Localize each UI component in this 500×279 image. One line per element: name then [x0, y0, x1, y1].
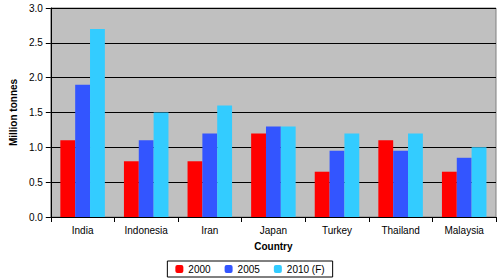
svg-text:2010 (F): 2010 (F): [287, 264, 325, 275]
svg-text:2.0: 2.0: [29, 72, 43, 83]
svg-text:Indonesia: Indonesia: [125, 225, 169, 236]
svg-text:Turkey: Turkey: [322, 225, 352, 236]
svg-text:1.0: 1.0: [29, 142, 43, 153]
svg-text:Million tonnes: Million tonnes: [8, 78, 19, 146]
svg-text:Country: Country: [254, 241, 293, 252]
svg-text:1.5: 1.5: [29, 107, 43, 118]
svg-text:2000: 2000: [188, 264, 211, 275]
svg-text:Thailand: Thailand: [381, 225, 419, 236]
svg-text:Japan: Japan: [260, 225, 287, 236]
svg-text:3.0: 3.0: [29, 3, 43, 14]
svg-text:India: India: [72, 225, 94, 236]
svg-text:2005: 2005: [238, 264, 261, 275]
svg-text:0.5: 0.5: [29, 177, 43, 188]
svg-text:Iran: Iran: [201, 225, 218, 236]
svg-text:0.0: 0.0: [29, 212, 43, 223]
svg-text:2.5: 2.5: [29, 37, 43, 48]
svg-text:Malaysia: Malaysia: [444, 225, 484, 236]
